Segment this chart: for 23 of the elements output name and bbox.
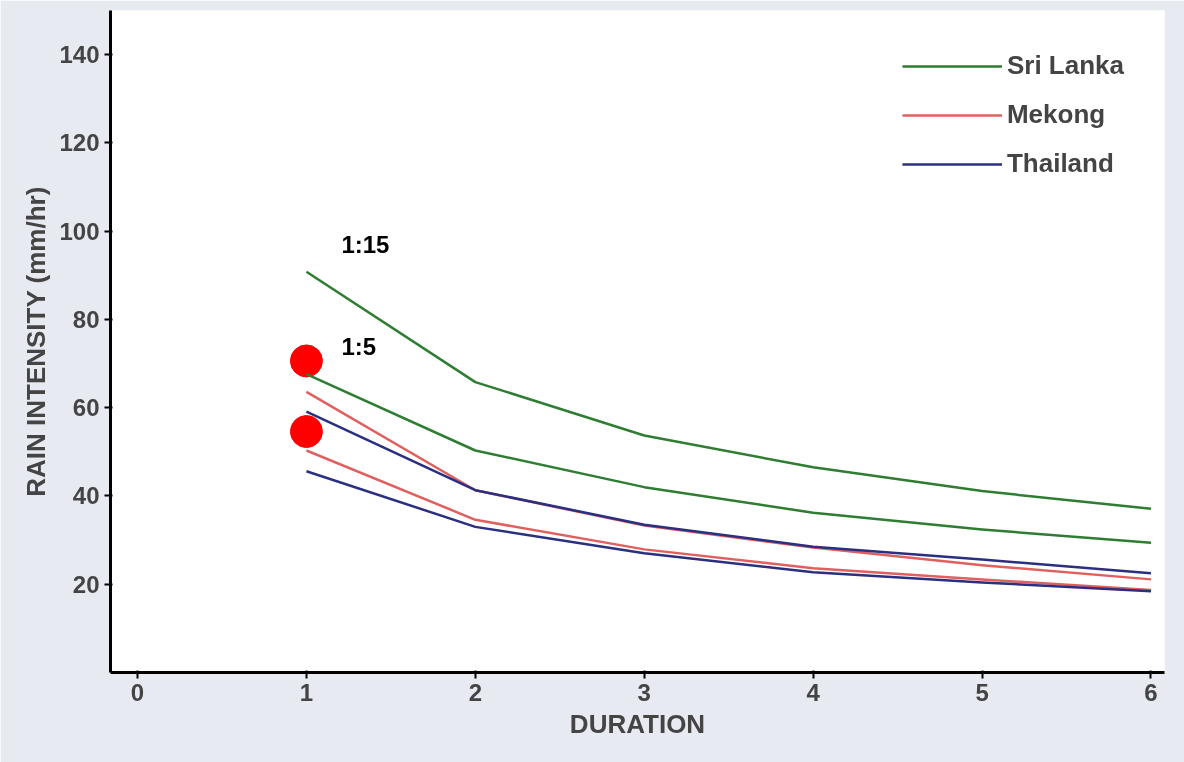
x-axis-title: DURATION xyxy=(569,708,706,739)
annotation: 1:15 xyxy=(341,230,390,258)
line-series xyxy=(305,270,1153,511)
y-tick-label: 140 xyxy=(59,41,100,69)
y-tick-label: 60 xyxy=(72,394,100,422)
y-tick-label: 100 xyxy=(59,217,100,245)
legend-label: Mekong xyxy=(1006,99,1106,130)
annotation: 1:5 xyxy=(341,333,377,361)
x-tick-label: 4 xyxy=(806,678,821,706)
x-tick-label: 2 xyxy=(468,678,483,706)
legend-label: Sri Lanka xyxy=(1006,50,1124,81)
line-series xyxy=(305,470,1153,593)
y-axis-title: RAIN INTENSITY (mm/hr) xyxy=(21,186,52,497)
y-tick-label: 80 xyxy=(72,305,100,333)
x-tick-label: 6 xyxy=(1144,678,1158,706)
x-tick-label: 1 xyxy=(299,678,314,706)
x-tick-label: 0 xyxy=(130,678,145,706)
y-tick-label: 40 xyxy=(72,482,100,510)
y-tick-label: 20 xyxy=(72,570,100,598)
legend-label: Thailand xyxy=(1006,148,1114,179)
x-tick-label: 3 xyxy=(637,678,651,706)
x-tick-label: 5 xyxy=(975,678,989,706)
y-tick-label: 120 xyxy=(59,129,100,157)
